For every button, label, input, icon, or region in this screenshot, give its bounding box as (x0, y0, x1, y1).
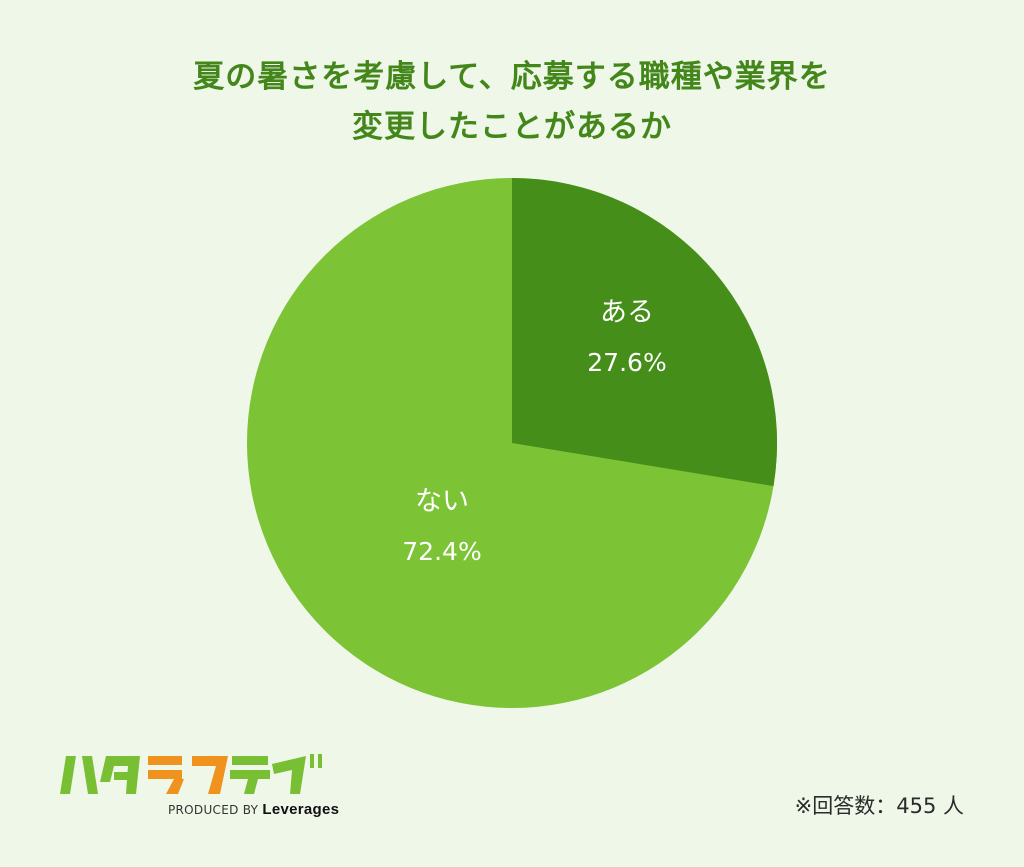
respondent-count: ※回答数：455 人 (794, 794, 964, 818)
slice-label-nai: ない 72.4% (362, 484, 522, 570)
chart-title-line1: 夏の暑さを考慮して、応募する職種や業界を (193, 59, 831, 95)
chart-title-line2: 変更したことがあるか (352, 109, 672, 145)
slice-label-aru-name: ある (600, 297, 654, 328)
chart-title: 夏の暑さを考慮して、応募する職種や業界を 変更したことがあるか (0, 52, 1024, 152)
produced-by: PRODUCED BY Leverages (168, 801, 339, 818)
slice-label-nai-name: ない (415, 486, 469, 517)
hataractive-logo (60, 754, 322, 794)
slice-label-aru-pct: 27.6% (587, 348, 667, 377)
produced-by-text: PRODUCED BY (168, 803, 259, 817)
slice-label-nai-pct: 72.4% (402, 537, 482, 566)
pie-slice-aru (512, 178, 778, 487)
slice-label-aru: ある 27.6% (547, 295, 707, 381)
company-name: Leverages (262, 801, 340, 818)
